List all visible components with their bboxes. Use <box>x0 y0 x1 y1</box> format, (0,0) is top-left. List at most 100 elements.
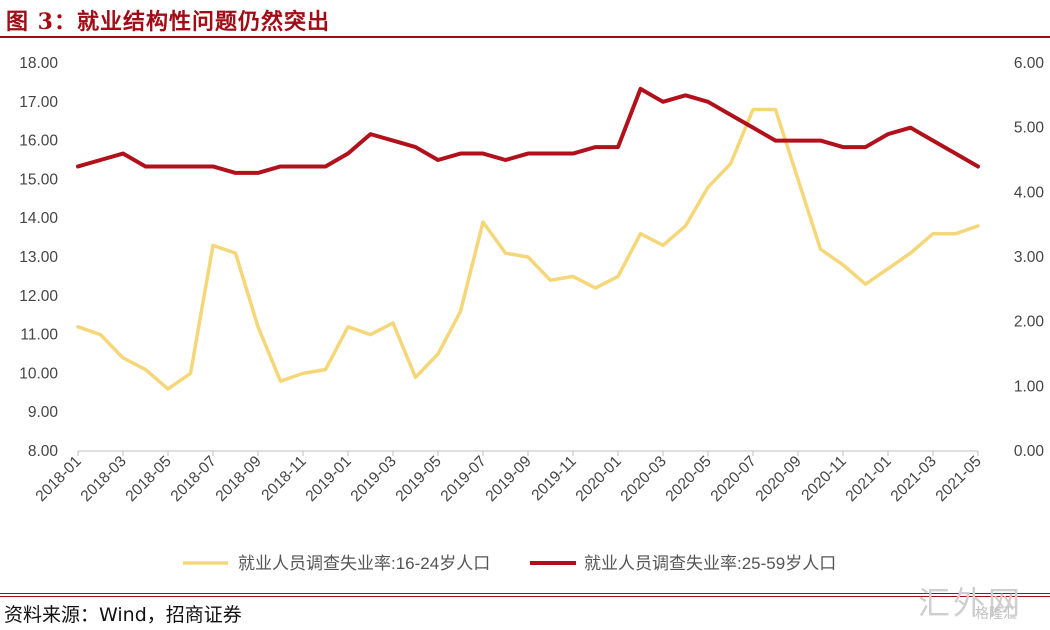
data-point-25-59 <box>121 152 125 156</box>
data-point-16-24 <box>459 309 463 313</box>
data-point-25-59 <box>346 152 350 156</box>
data-point-16-24 <box>639 232 643 236</box>
data-point-25-59 <box>976 164 980 168</box>
data-point-25-59 <box>841 145 845 149</box>
data-point-25-59 <box>504 158 508 162</box>
data-point-25-59 <box>76 164 80 168</box>
y-left-tick-label: 11.00 <box>20 327 58 344</box>
data-point-16-24 <box>144 368 148 372</box>
source-note: 资料来源：Wind，招商证券 <box>4 604 242 626</box>
y-left-tick-label: 10.00 <box>19 365 58 382</box>
data-point-25-59 <box>909 126 913 130</box>
title-divider <box>0 36 1050 38</box>
data-point-16-24 <box>414 375 418 379</box>
x-tick-label: 2019-11 <box>528 453 579 504</box>
data-point-16-24 <box>166 387 170 391</box>
y-left-tick-label: 17.00 <box>19 94 58 111</box>
data-point-25-59 <box>661 100 665 104</box>
data-point-16-24 <box>256 325 260 329</box>
data-point-16-24 <box>234 251 238 255</box>
data-point-16-24 <box>121 356 125 360</box>
data-point-16-24 <box>594 286 598 290</box>
x-tick-label: 2018-07 <box>168 453 220 505</box>
data-point-16-24 <box>189 371 193 375</box>
data-point-16-24 <box>571 274 575 278</box>
y-right-tick-label: 5.00 <box>1014 120 1045 137</box>
y-left-tick-label: 9.00 <box>28 404 59 421</box>
data-point-25-59 <box>526 152 530 156</box>
data-point-16-24 <box>481 220 485 224</box>
data-point-16-24 <box>436 352 440 356</box>
legend: 就业人员调查失业率:16-24岁人口 就业人员调查失业率:25-59岁人口 <box>183 554 836 573</box>
data-point-25-59 <box>571 152 575 156</box>
data-point-16-24 <box>661 243 665 247</box>
data-point-16-24 <box>76 325 80 329</box>
y-right-tick-label: 3.00 <box>1014 249 1045 266</box>
y-left-tick-label: 14.00 <box>19 210 58 227</box>
data-point-25-59 <box>189 164 193 168</box>
x-tick-label: 2018-09 <box>213 453 265 505</box>
x-tick-label: 2020-07 <box>708 453 760 505</box>
footer-divider-secondary <box>0 596 1050 597</box>
data-point-25-59 <box>99 158 103 162</box>
data-point-25-59 <box>414 145 418 149</box>
data-point-16-24 <box>99 333 103 337</box>
data-point-16-24 <box>774 108 778 112</box>
series-layer <box>76 86 980 391</box>
data-point-16-24 <box>211 243 215 247</box>
data-point-16-24 <box>324 368 328 372</box>
watermark-logo: 汇外网 <box>918 584 1024 622</box>
axes-layer: 8.00 9.00 10.00 11.00 12.00 13.00 14.00 15.00 16… <box>19 55 1044 505</box>
data-point-16-24 <box>301 371 305 375</box>
data-point-25-59 <box>774 139 778 143</box>
data-point-16-24 <box>976 224 980 228</box>
data-point-25-59 <box>684 93 688 97</box>
x-tick-label: 2018-03 <box>78 453 130 505</box>
x-tick-label: 2019-09 <box>483 453 535 505</box>
data-point-16-24 <box>616 274 620 278</box>
data-point-25-59 <box>706 100 710 104</box>
x-tick-label: 2018-01 <box>33 453 85 505</box>
data-point-25-59 <box>819 139 823 143</box>
x-tick-label: 2018-05 <box>123 453 175 505</box>
data-point-16-24 <box>706 185 710 189</box>
data-point-16-24 <box>279 379 283 383</box>
series-line-16-24 <box>76 107 980 391</box>
data-point-16-24 <box>841 263 845 267</box>
data-point-16-24 <box>886 267 890 271</box>
x-tick-label: 2020-03 <box>618 453 670 505</box>
data-point-25-59 <box>391 139 395 143</box>
x-tick-label: 2021-03 <box>888 453 940 505</box>
data-point-25-59 <box>796 139 800 143</box>
x-tick-label: 2020-05 <box>663 453 715 505</box>
data-point-25-59 <box>166 164 170 168</box>
y-left-tick-label: 12.00 <box>19 288 58 305</box>
data-point-25-59 <box>279 164 283 168</box>
data-point-16-24 <box>346 325 350 329</box>
data-point-25-59 <box>886 132 890 136</box>
x-tick-label: 2018-11 <box>258 453 309 504</box>
data-point-16-24 <box>526 255 530 259</box>
data-point-16-24 <box>369 333 373 337</box>
watermark-sub-logo: 格隆汇 <box>975 606 1017 622</box>
data-point-25-59 <box>751 126 755 130</box>
data-point-16-24 <box>391 321 395 325</box>
footer-divider <box>0 593 1050 594</box>
x-tick-label: 2020-09 <box>753 453 805 505</box>
data-point-16-24 <box>504 251 508 255</box>
y-right-tick-label: 0.00 <box>1014 443 1045 460</box>
data-point-25-59 <box>301 164 305 168</box>
data-point-16-24 <box>864 282 868 286</box>
data-point-25-59 <box>931 139 935 143</box>
data-point-25-59 <box>616 145 620 149</box>
y-left-tick-label: 16.00 <box>19 133 58 150</box>
data-point-25-59 <box>481 152 485 156</box>
x-tick-label: 2019-01 <box>303 453 355 505</box>
x-tick-label: 2019-07 <box>438 453 490 505</box>
data-point-16-24 <box>729 162 733 166</box>
data-point-16-24 <box>796 177 800 181</box>
data-point-25-59 <box>729 113 733 117</box>
y-right-tick-label: 1.00 <box>1014 378 1045 395</box>
data-point-25-59 <box>639 87 643 91</box>
data-point-25-59 <box>954 152 958 156</box>
